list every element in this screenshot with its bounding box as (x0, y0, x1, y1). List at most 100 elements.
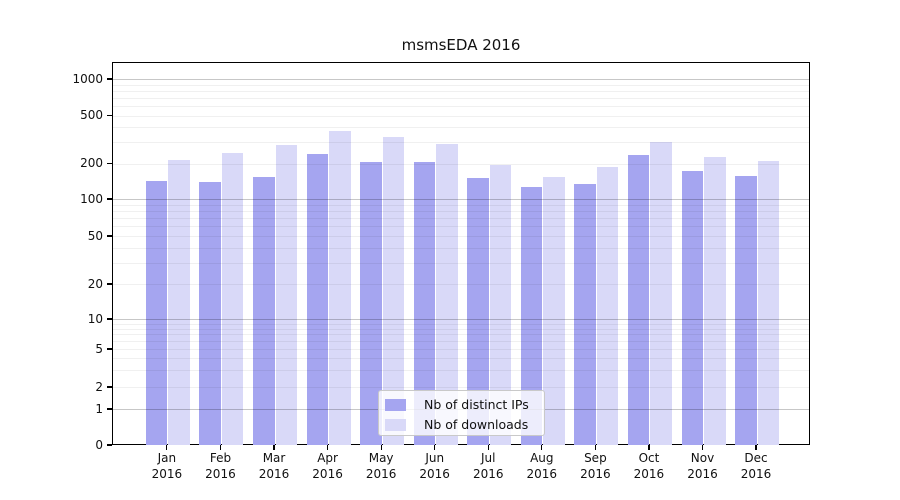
gridline-minor-200 (113, 163, 809, 165)
gridline-minor-30 (113, 262, 809, 264)
x-tick-month: Jun (425, 451, 445, 465)
gridline-minor-600 (113, 105, 809, 107)
y-tick-0 (107, 444, 112, 446)
x-tick-month: Jul (481, 451, 496, 465)
x-tick-year: 2016 (258, 466, 290, 481)
gridline-minor-8 (113, 328, 809, 330)
bar-distinct-ips-may (360, 162, 382, 445)
y-tick-label-1000: 1000 (72, 71, 103, 86)
y-tick-2 (107, 386, 112, 388)
x-tick-month: Aug (530, 451, 554, 465)
legend-item-downloads (385, 417, 406, 433)
x-tick-label-feb: Feb 2016 (188, 451, 252, 482)
bar-distinct-ips-aug (520, 186, 543, 445)
x-tick-mar (273, 445, 275, 450)
bar-downloads-aug (543, 176, 565, 445)
y-tick-100 (107, 198, 112, 200)
y-tick-label-2: 2 (95, 379, 103, 394)
x-tick-label-jan: Jan 2016 (135, 451, 199, 482)
x-tick-label-oct: Oct 2016 (617, 451, 681, 482)
bar-downloads-jun (436, 143, 458, 445)
x-tick-apr (326, 445, 329, 450)
gridline-minor-60 (113, 226, 809, 228)
y-tick-50 (107, 235, 112, 237)
gridline-minor-400 (113, 127, 809, 129)
x-tick-jul (487, 445, 489, 450)
gridline-minor-3 (113, 370, 809, 372)
gridline-minor-7 (113, 334, 809, 336)
bar-downloads-dec (757, 161, 780, 445)
x-tick-month: Dec (744, 451, 768, 465)
y-tick-label-50: 50 (87, 228, 103, 243)
y-tick-5 (107, 348, 112, 350)
bar-distinct-ips-apr (306, 154, 329, 445)
y-tick-20 (107, 283, 112, 285)
x-tick-nov (701, 445, 704, 450)
gridline-minor-4 (113, 358, 809, 360)
bar-distinct-ips-nov (681, 170, 703, 445)
bar-distinct-ips-feb (199, 181, 221, 445)
x-tick-label-sep: Sep 2016 (563, 451, 627, 482)
bar-downloads-may (382, 137, 405, 445)
gridline-minor-50 (113, 236, 809, 237)
bar-distinct-ips-oct (627, 154, 650, 445)
x-tick-oct (648, 445, 650, 450)
x-tick-month: Feb (209, 451, 232, 465)
bar-distinct-ips-mar (253, 176, 275, 445)
gridline-minor-20 (113, 284, 809, 285)
gridline-minor-2 (113, 387, 809, 388)
y-tick-label-0: 0 (95, 437, 103, 452)
x-tick-month: Apr (317, 451, 338, 465)
legend-swatch-downloads (385, 419, 406, 431)
x-tick-month: Nov (690, 451, 715, 465)
x-tick-feb (219, 445, 222, 450)
gridline-minor-900 (113, 84, 809, 86)
y-tick-label-10: 10 (87, 311, 103, 326)
x-tick-year: 2016 (365, 466, 397, 481)
bar-downloads-mar (275, 144, 298, 445)
bar-downloads-oct (650, 142, 672, 445)
x-tick-year: 2016 (151, 466, 183, 481)
bar-downloads-feb (221, 153, 244, 445)
bar-distinct-ips-jan (145, 181, 168, 445)
x-tick-year: 2016 (580, 466, 611, 481)
y-tick-label-100: 100 (80, 191, 103, 206)
bar-distinct-ips-jun (413, 161, 436, 445)
gridline-minor-6 (113, 341, 809, 343)
x-tick-label-jul: Jul 2016 (456, 451, 520, 482)
legend-swatch-distinct-ips (385, 399, 406, 411)
x-tick-sep (594, 445, 596, 450)
x-tick-label-apr: Apr 2016 (296, 451, 360, 482)
x-tick-month: Sep (584, 451, 607, 465)
x-tick-label-may: May 2016 (349, 451, 413, 482)
x-tick-year: 2016 (740, 466, 772, 481)
x-tick-year: 2016 (205, 466, 236, 481)
x-tick-month: Mar (262, 451, 286, 465)
x-tick-jan (166, 445, 168, 450)
y-tick-500 (107, 114, 112, 117)
gridline-minor-40 (113, 247, 809, 249)
x-tick-label-aug: Aug 2016 (510, 451, 574, 482)
y-tick-label-20: 20 (87, 276, 103, 291)
gridline-major-1000 (113, 79, 809, 80)
legend-label-downloads: Nb of downloads (424, 417, 529, 432)
bar-distinct-ips-dec (735, 176, 757, 445)
gridline-minor-500 (113, 115, 809, 117)
x-tick-label-dec: Dec 2016 (724, 451, 788, 482)
bar-downloads-nov (704, 157, 726, 445)
y-tick-200 (107, 162, 112, 165)
legend-item-distinct-ips (385, 397, 406, 413)
bar-downloads-sep (596, 167, 619, 445)
legend: Nb of distinct IPs Nb of downloads (378, 390, 545, 436)
gridline-minor-700 (113, 97, 809, 99)
x-tick-may (380, 445, 382, 450)
y-tick-1 (107, 408, 112, 410)
x-tick-jun (434, 445, 436, 450)
x-tick-label-nov: Nov 2016 (671, 451, 735, 482)
y-tick-10 (107, 318, 112, 320)
y-tick-label-5: 5 (95, 341, 103, 356)
x-tick-year: 2016 (633, 466, 665, 481)
legend-label-distinct-ips: Nb of distinct IPs (424, 397, 529, 412)
y-tick-label-500: 500 (80, 108, 103, 122)
